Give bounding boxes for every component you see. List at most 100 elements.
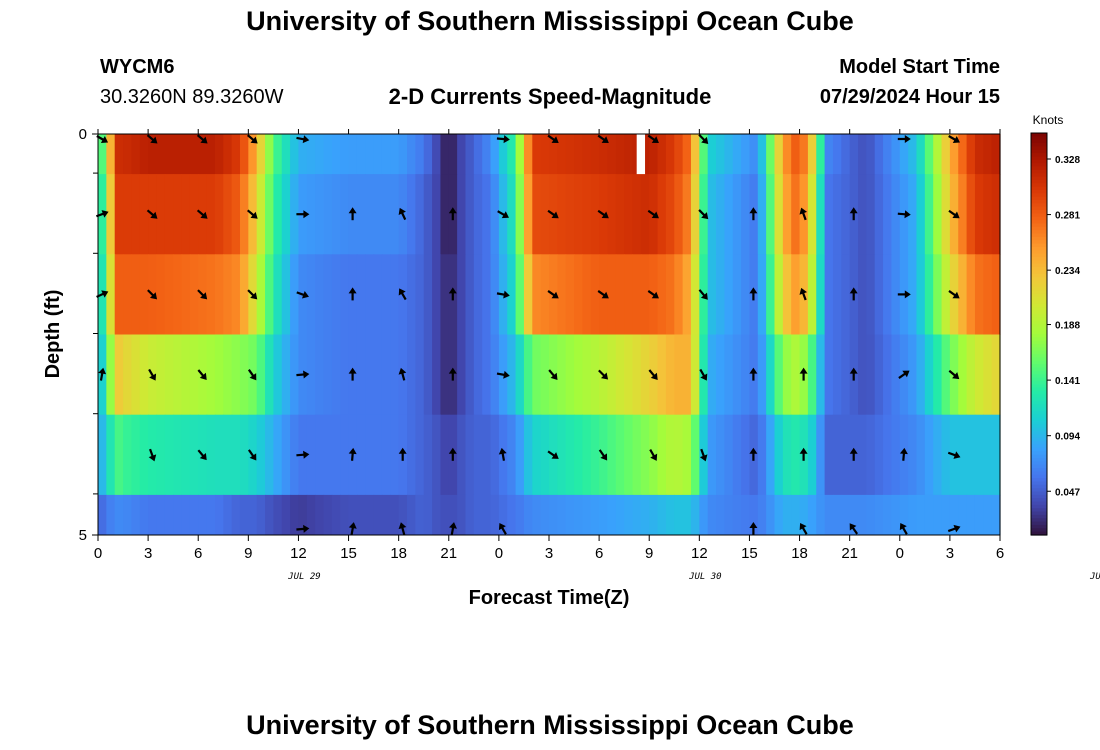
heatmap-cell <box>248 134 258 175</box>
heatmap-cell <box>983 134 993 175</box>
heatmap-cell <box>657 414 667 496</box>
heatmap-cell <box>381 414 391 496</box>
heatmap-cell <box>549 134 558 175</box>
heatmap-cell <box>139 134 149 175</box>
heatmap-cell <box>515 494 525 536</box>
colorbar-segment <box>1031 323 1047 328</box>
heatmap-cell <box>690 134 700 175</box>
heatmap-cell <box>599 494 609 536</box>
heatmap-cell <box>816 134 826 175</box>
current-vector <box>398 367 407 381</box>
heatmap-cell <box>991 334 1001 416</box>
heatmap-cell <box>782 334 792 416</box>
heatmap-cell <box>682 134 692 175</box>
heatmap-cell <box>983 414 993 496</box>
heatmap-cell <box>732 334 742 416</box>
heatmap-cell <box>465 174 475 255</box>
heatmap-cell <box>206 174 216 255</box>
heatmap-cell <box>657 134 667 175</box>
heatmap-cell <box>214 254 224 335</box>
heatmap-cell <box>716 174 725 255</box>
colorbar-segment <box>1031 494 1047 499</box>
heatmap-cell <box>164 254 174 335</box>
colorbar-segment <box>1031 213 1047 218</box>
heatmap-cell <box>490 254 500 335</box>
heatmap-cell <box>966 414 976 496</box>
heatmap-cell <box>941 494 951 536</box>
heatmap-cell <box>949 494 959 536</box>
current-vector <box>597 290 609 299</box>
y-tick-label: 5 <box>79 527 87 544</box>
colorbar-segment <box>1031 421 1047 426</box>
vector-head <box>303 524 310 533</box>
heatmap-cell <box>824 334 834 416</box>
colorbar-segment <box>1031 397 1047 402</box>
heatmap-cell <box>924 134 934 175</box>
heatmap-cell <box>206 134 216 175</box>
heatmap-cell <box>883 334 893 416</box>
heatmap-cell <box>507 254 517 335</box>
heatmap-cell <box>916 414 926 496</box>
heatmap-cell <box>866 414 876 496</box>
heatmap-cell <box>716 334 725 416</box>
heatmap-cell <box>189 134 199 175</box>
heatmap-cell <box>624 414 634 496</box>
heatmap-cell <box>131 494 141 536</box>
heatmap-cell <box>156 134 166 175</box>
vector-head <box>348 522 357 529</box>
heatmap-cell <box>465 134 475 175</box>
heatmap-cell <box>557 414 567 496</box>
heatmap-cell <box>832 254 842 335</box>
current-vector <box>547 209 559 219</box>
vector-head <box>200 292 208 300</box>
heatmap-cell <box>465 334 475 416</box>
colorbar-segment <box>1031 327 1047 332</box>
heatmap-cell <box>582 174 592 255</box>
x-tick-label: 0 <box>94 545 102 562</box>
colorbar-segment <box>1031 340 1047 345</box>
heatmap-cell <box>665 494 675 536</box>
current-vector <box>496 135 510 144</box>
current-vector <box>799 522 808 535</box>
heatmap-cell <box>340 494 350 536</box>
heatmap-cell <box>732 134 742 175</box>
heatmap-cell <box>490 334 500 416</box>
heatmap-cell <box>365 134 375 175</box>
heatmap-cell <box>256 134 266 175</box>
heatmap-cell <box>766 174 776 255</box>
heatmap-cell <box>348 494 358 536</box>
heatmap-cell <box>290 334 300 416</box>
colorbar-segment <box>1031 357 1047 362</box>
heatmap-cell <box>757 414 767 496</box>
model-start-value: 07/29/2024 Hour 15 <box>819 86 1000 108</box>
heatmap-cell <box>373 134 383 175</box>
vector-head <box>551 136 559 144</box>
heatmap-cell <box>490 134 500 175</box>
colorbar-segment <box>1031 370 1047 375</box>
station-coordinates: 30.3260N 89.3260W <box>100 86 284 108</box>
heatmap-cell <box>640 334 650 416</box>
colorbar-segment <box>1031 149 1047 154</box>
vector-head <box>303 370 310 379</box>
current-vector <box>498 447 507 461</box>
heatmap-cell <box>457 334 467 416</box>
heatmap-cell <box>381 134 391 175</box>
colorbar-segment <box>1031 193 1047 198</box>
current-vector <box>897 290 911 299</box>
heatmap-cell <box>858 134 867 175</box>
current-vector <box>398 207 407 221</box>
heatmap-cell <box>231 174 241 255</box>
vector-head <box>953 451 961 459</box>
vector-head <box>249 453 257 461</box>
heatmap-cell <box>206 494 216 536</box>
vector-head <box>503 135 510 144</box>
heatmap-cell <box>841 414 851 496</box>
heatmap-cell <box>331 174 341 255</box>
heatmap-cell <box>432 174 442 255</box>
current-vector <box>799 207 808 221</box>
vector-head <box>952 211 960 219</box>
heatmap-cell <box>114 254 124 335</box>
heatmap-cell <box>774 414 784 496</box>
heatmap-cell <box>632 254 642 335</box>
heatmap-cell <box>933 414 943 496</box>
